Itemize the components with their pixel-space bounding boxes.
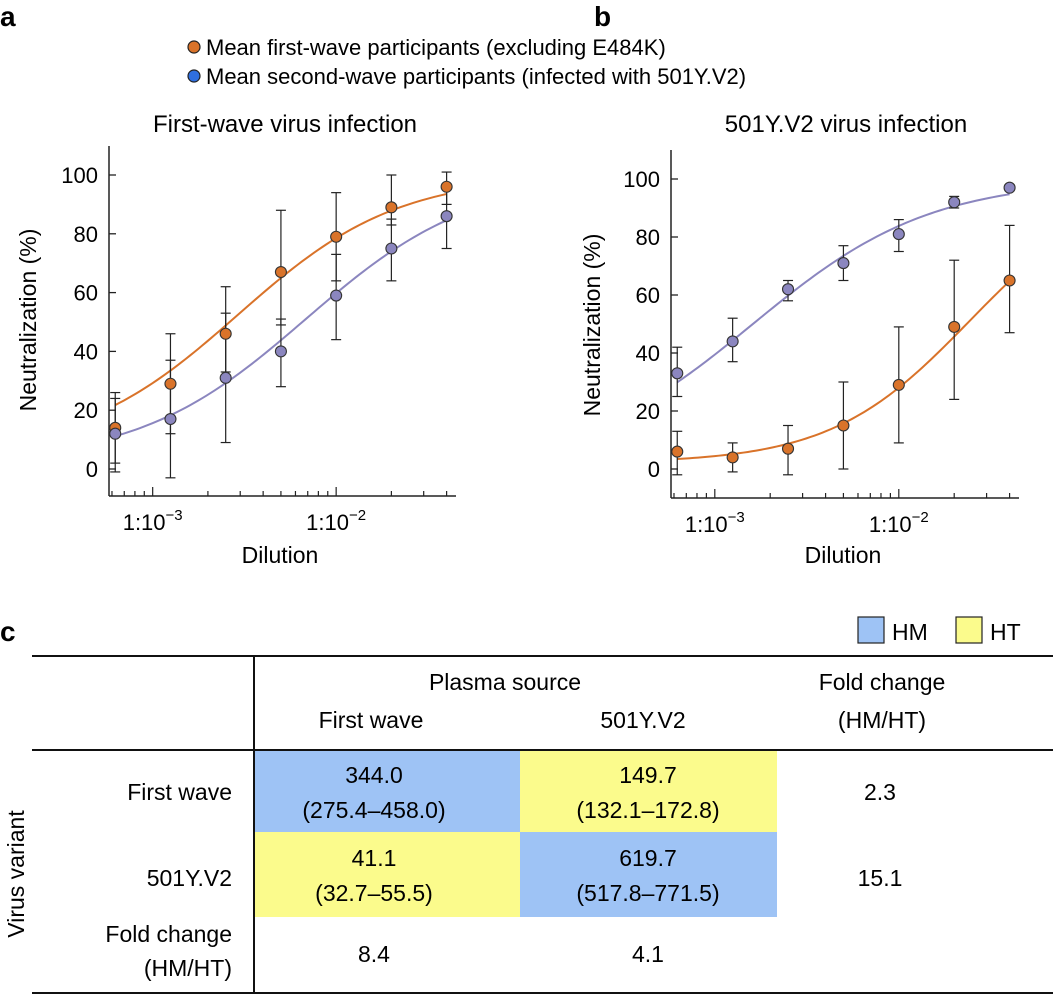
fold-change-c1: 8.4 <box>358 941 390 967</box>
virus-variant-label: Virus variant <box>3 810 29 938</box>
chart-a-point-second-wave <box>440 210 453 223</box>
chart-b: 501Y.V2 virus infection Dilution Neutral… <box>579 111 1019 568</box>
chart-a-point-first-wave <box>274 265 287 279</box>
chart-a-point-second-wave <box>219 371 232 384</box>
chart-a-point-first-wave <box>164 377 177 390</box>
chart-a-xtick-label: 1:10−2 <box>306 507 366 535</box>
chart-b-point-second-wave <box>1003 181 1016 194</box>
cell-r2c2-ci: (517.8–771.5) <box>576 880 719 906</box>
chart-a-ylabel: Neutralization (%) <box>15 229 41 412</box>
chart-b-point-first-wave <box>1003 274 1016 287</box>
cell-r2c1-ci: (32.7–55.5) <box>315 880 433 906</box>
cell-r2c2-value: 619.7 <box>619 845 677 871</box>
hm-legend-label: HM <box>892 619 928 645</box>
panel-label-b: b <box>594 1 611 32</box>
chart-a-ytick-label: 80 <box>74 222 98 247</box>
legend-marker-first-wave <box>187 40 201 54</box>
panel-label-c: c <box>0 616 16 647</box>
chart-a-point-first-wave <box>385 201 398 214</box>
chart-a: First-wave virus infection Dilution Neut… <box>15 111 456 568</box>
chart-a-point-first-wave <box>330 230 343 243</box>
chart-a-ytick-label: 20 <box>74 398 98 423</box>
chart-b-point-first-wave <box>671 445 684 458</box>
chart-a-title: First-wave virus infection <box>153 111 417 138</box>
chart-b-fit-second-wave <box>676 193 1010 384</box>
cell-r2c2 <box>520 832 777 917</box>
cell-r1c1 <box>255 750 520 832</box>
chart-a-point-first-wave <box>219 327 232 340</box>
chart-a-xlabel: Dilution <box>242 542 319 568</box>
legend: Mean first-wave participants (excluding … <box>187 35 746 89</box>
hm-swatch <box>857 616 885 644</box>
chart-a-point-second-wave <box>274 345 287 358</box>
chart-b-point-second-wave <box>837 257 850 270</box>
table: HM HT Plasma source First wave 501Y.V2 F… <box>3 616 1053 994</box>
chart-a-point-second-wave <box>109 427 122 440</box>
chart-a-ytick-label: 100 <box>61 163 98 188</box>
row-label-fold-change-sub: (HM/HT) <box>144 955 232 981</box>
chart-b-ytick-label: 100 <box>623 167 660 192</box>
col-header-501y: 501Y.V2 <box>600 707 685 733</box>
chart-b-point-first-wave <box>781 442 795 455</box>
chart-a-ytick-label: 0 <box>86 457 98 482</box>
fold-change-r1: 2.3 <box>864 779 896 805</box>
chart-b-xtick-label: 1:10−2 <box>869 509 929 537</box>
cell-r1c1-ci: (275.4–458.0) <box>302 797 445 823</box>
chart-b-xtick-label: 1:10−3 <box>685 509 745 537</box>
chart-b-point-second-wave <box>671 367 684 380</box>
legend-label-second-wave: Mean second-wave participants (infected … <box>206 64 746 89</box>
chart-b-ytick-label: 60 <box>636 283 660 308</box>
cell-r1c2 <box>520 750 777 832</box>
legend-marker-second-wave <box>187 69 201 83</box>
cell-r1c2-value: 149.7 <box>619 762 677 788</box>
fold-change-header: Fold change <box>819 669 946 695</box>
chart-b-point-first-wave <box>892 378 905 391</box>
row-label-501y: 501Y.V2 <box>147 865 232 891</box>
cell-r1c2-ci: (132.1–172.8) <box>576 797 719 823</box>
row-label-first-wave: First wave <box>127 779 232 805</box>
chart-b-point-first-wave <box>948 320 961 333</box>
chart-b-ytick-label: 20 <box>636 399 660 424</box>
ht-swatch <box>955 616 983 644</box>
row-label-fold-change: Fold change <box>105 921 232 947</box>
chart-b-ylabel: Neutralization (%) <box>579 234 605 417</box>
chart-b-point-second-wave <box>781 283 795 296</box>
legend-label-first-wave: Mean first-wave participants (excluding … <box>206 35 666 60</box>
chart-b-xlabel: Dilution <box>805 542 882 568</box>
chart-a-point-second-wave <box>330 289 343 302</box>
chart-b-title: 501Y.V2 virus infection <box>725 111 967 138</box>
chart-b-point-second-wave <box>948 196 961 209</box>
chart-a-ytick-label: 60 <box>74 281 98 306</box>
chart-a-point-second-wave <box>164 412 177 426</box>
fold-change-r2: 15.1 <box>858 865 903 891</box>
plasma-source-header: Plasma source <box>429 669 581 695</box>
chart-b-ytick-label: 40 <box>636 341 660 366</box>
fold-change-c2: 4.1 <box>632 941 664 967</box>
chart-b-ytick-label: 80 <box>636 225 660 250</box>
panel-label-a: a <box>0 1 16 32</box>
chart-b-ytick-label: 0 <box>648 457 660 482</box>
cell-r1c1-value: 344.0 <box>345 762 403 788</box>
chart-a-ytick-label: 40 <box>74 339 98 364</box>
chart-b-point-second-wave <box>892 228 905 241</box>
cell-r2c1 <box>255 832 520 917</box>
chart-a-point-first-wave <box>440 180 453 193</box>
chart-a-xtick-label: 1:10−3 <box>123 507 183 535</box>
fold-change-header-sub: (HM/HT) <box>838 707 926 733</box>
chart-b-point-first-wave <box>837 419 850 432</box>
chart-a-point-second-wave <box>385 242 398 255</box>
chart-b-point-second-wave <box>726 335 739 348</box>
ht-legend-label: HT <box>990 619 1021 645</box>
cell-r2c1-value: 41.1 <box>352 845 397 871</box>
chart-b-point-first-wave <box>726 451 739 464</box>
col-header-first-wave: First wave <box>319 707 424 733</box>
